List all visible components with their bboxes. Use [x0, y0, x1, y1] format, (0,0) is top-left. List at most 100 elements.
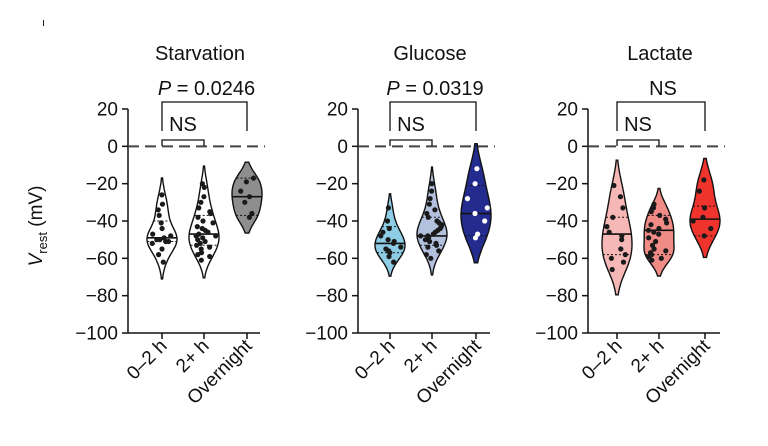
y-tick-label: −20: [316, 174, 348, 195]
data-point: [154, 237, 160, 243]
y-tick-label: 20: [97, 100, 118, 121]
data-point: [648, 222, 654, 228]
data-point: [664, 220, 670, 226]
data-point: [198, 246, 204, 252]
data-point: [651, 246, 657, 252]
data-point: [201, 184, 207, 190]
y-tick-label: −60: [86, 249, 118, 270]
data-point: [210, 220, 216, 226]
data-point: [200, 235, 206, 241]
data-point: [436, 248, 442, 254]
data-point: [646, 253, 652, 260]
data-point: [472, 181, 478, 187]
data-point: [482, 218, 488, 224]
violin-0-2-h: [374, 193, 406, 277]
data-point: [429, 181, 435, 187]
panel-title: Lactate: [627, 43, 693, 65]
data-point: [208, 210, 214, 217]
data-point: [390, 240, 397, 246]
x-tick-label: 0–2 h: [123, 336, 171, 384]
data-point: [385, 237, 391, 243]
data-point: [246, 214, 252, 220]
y-tick-label: −40: [86, 212, 118, 233]
data-point: [622, 252, 628, 258]
violin-2-h: [416, 166, 448, 276]
data-point: [696, 188, 703, 194]
y-tick-label: 20: [327, 100, 348, 121]
violin-0-2-h: [146, 177, 178, 280]
data-point: [620, 205, 626, 211]
data-point: [195, 252, 201, 258]
y-tick-label: 0: [567, 137, 578, 158]
violin-0-2-h: [601, 159, 633, 296]
data-point: [386, 253, 392, 260]
data-point: [398, 244, 404, 250]
data-point: [198, 199, 204, 205]
violin-overnight: [231, 161, 263, 234]
violin-2-h: [643, 187, 675, 277]
data-point: [201, 194, 207, 200]
data-point: [195, 237, 201, 243]
data-point: [658, 255, 664, 261]
data-point: [159, 246, 165, 252]
data-point: [238, 188, 244, 194]
data-point: [198, 257, 204, 263]
y-tick-label: −100: [75, 324, 118, 345]
violin-2-h: [188, 165, 220, 279]
data-point: [472, 235, 479, 241]
data-point: [700, 214, 706, 220]
significance-label: NS: [397, 114, 425, 136]
data-point: [619, 233, 625, 239]
y-tick-label: −40: [546, 212, 578, 233]
data-point: [474, 166, 480, 172]
data-point: [702, 205, 708, 211]
data-point: [160, 259, 166, 265]
data-point: [648, 209, 654, 215]
significance-label: P = 0.0319: [386, 78, 483, 100]
data-point: [196, 205, 202, 211]
data-point: [200, 218, 206, 224]
data-point: [418, 233, 424, 239]
significance-label: NS: [649, 78, 677, 100]
data-point: [150, 231, 156, 237]
data-point: [194, 224, 200, 230]
data-point: [378, 233, 384, 239]
data-point: [156, 252, 162, 258]
data-point: [618, 246, 624, 252]
data-point: [429, 188, 435, 194]
data-point: [604, 224, 610, 230]
violin-overnight: [689, 157, 721, 259]
y-tick-label: −100: [535, 324, 578, 345]
y-tick-label: −40: [316, 212, 348, 233]
data-point: [168, 233, 174, 239]
data-point: [646, 235, 652, 241]
data-point: [242, 199, 248, 205]
data-point: [609, 266, 615, 273]
significance-label: P = 0.0246: [158, 78, 255, 100]
data-point: [650, 205, 657, 211]
y-axis-label-unit: (mV): [26, 186, 47, 232]
data-point: [425, 214, 431, 220]
data-point: [425, 244, 431, 250]
data-point: [651, 229, 657, 235]
data-point: [158, 220, 164, 226]
y-tick-label: −100: [305, 324, 348, 345]
data-point: [213, 233, 219, 239]
data-point: [610, 214, 616, 220]
x-tick-label: 2+ h: [627, 336, 668, 377]
significance-bracket: [389, 101, 477, 131]
data-point: [663, 248, 669, 254]
data-point: [384, 218, 391, 224]
data-point: [243, 179, 249, 185]
data-point: [207, 253, 213, 260]
data-point: [391, 259, 397, 265]
data-point: [205, 229, 211, 235]
significance-bracket: [161, 101, 248, 131]
data-point: [620, 259, 627, 265]
significance-label: NS: [169, 114, 197, 136]
data-point: [656, 231, 662, 237]
significance-bracket: [161, 139, 205, 146]
